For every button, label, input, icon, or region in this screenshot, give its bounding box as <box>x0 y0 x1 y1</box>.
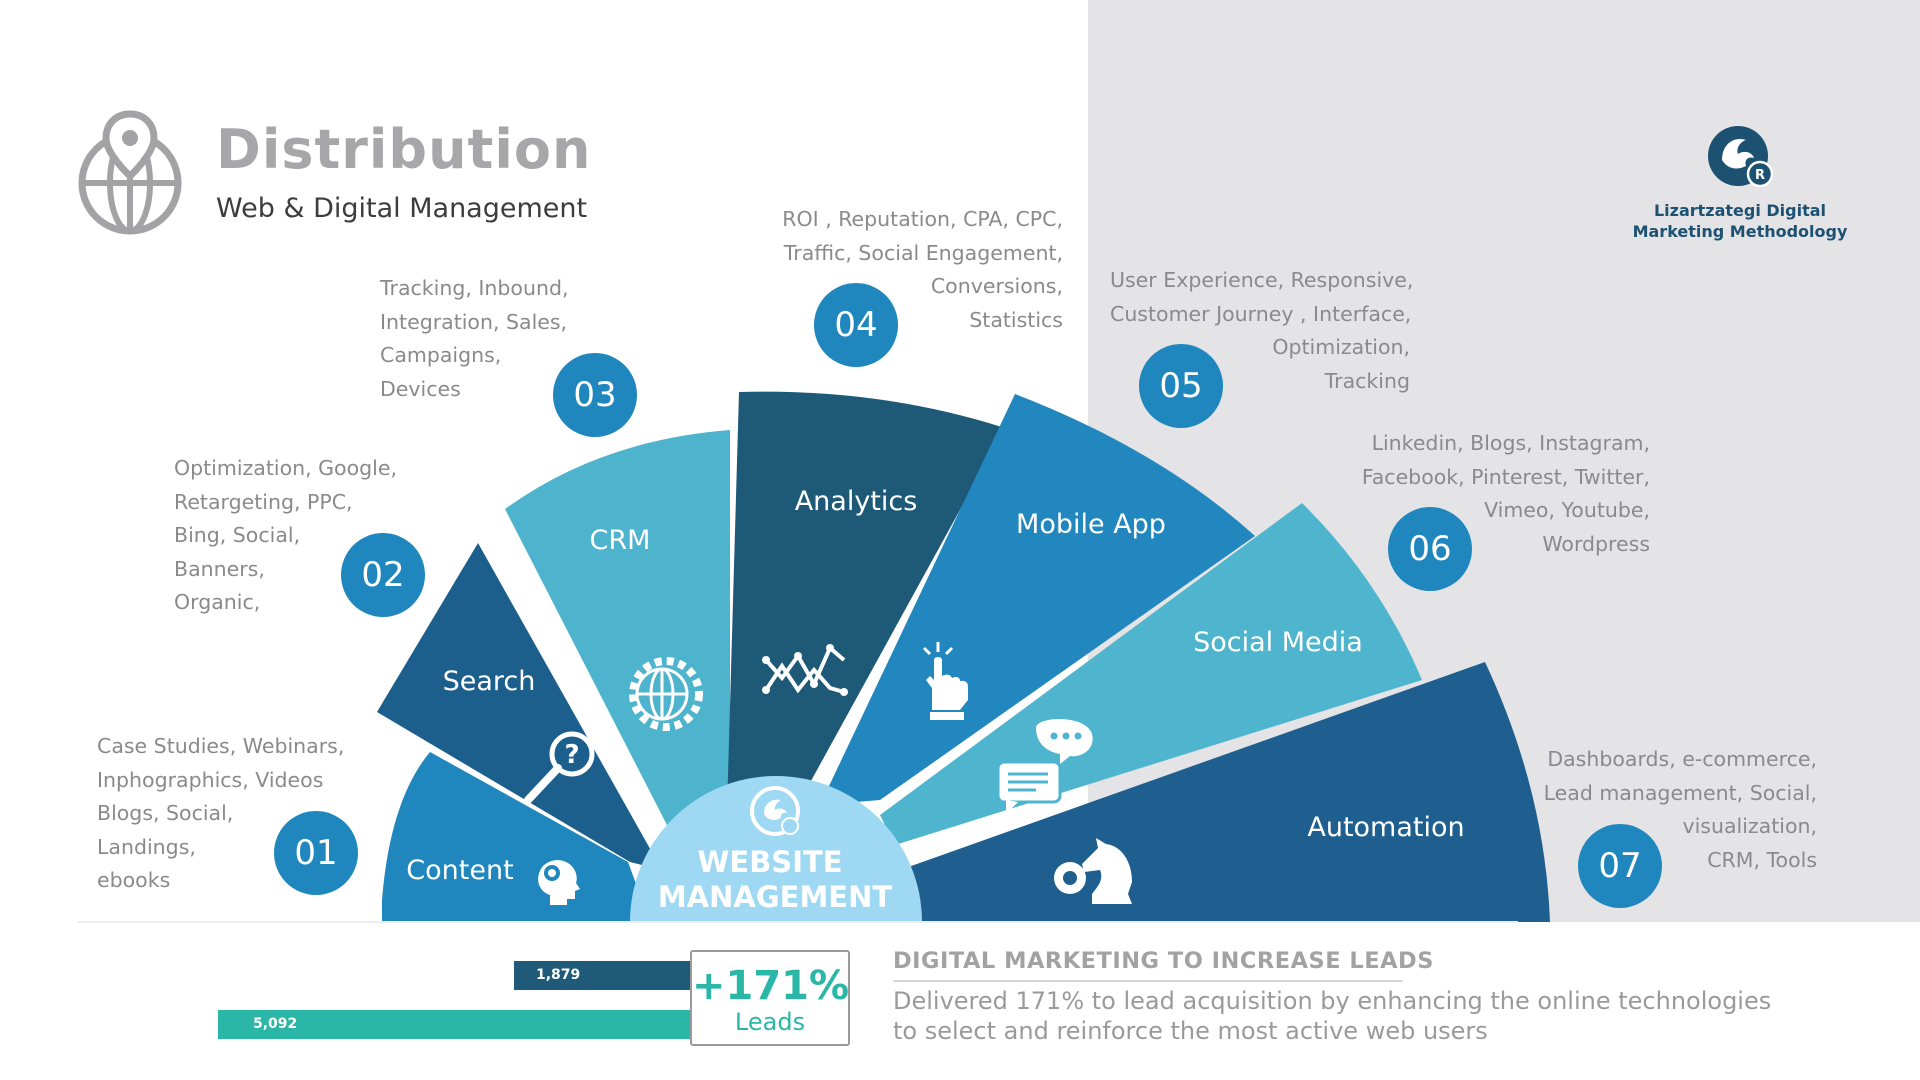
description-automation: Dashboards, e-commerce, Lead management,… <box>1543 747 1817 872</box>
segment-label-automation: Automation <box>1307 812 1464 843</box>
segment-analytics <box>727 391 1005 810</box>
svg-text:R: R <box>1755 168 1765 183</box>
footer-text-line2: to select and reinforce the most active … <box>893 1017 1488 1045</box>
step-number-06: 06 <box>1388 507 1472 591</box>
segment-label-crm: CRM <box>590 525 651 556</box>
footer-text-line1: Delivered 171% to lead acquisition by en… <box>893 987 1772 1015</box>
brand-name-line2: Marketing Methodology <box>1632 222 1848 241</box>
leads-before-bar: 1,879 <box>514 961 690 990</box>
segment-label-content: Content <box>406 855 513 886</box>
divider-line <box>78 921 1518 923</box>
segment-label-mobile-app: Mobile App <box>1016 509 1166 540</box>
globe-gear-icon <box>629 657 703 731</box>
hub-label-line1: WEBSITE <box>697 845 842 879</box>
step-number-07: 07 <box>1578 824 1662 908</box>
segment-mobile-app <box>820 394 1255 805</box>
step-number-02: 02 <box>341 533 425 617</box>
magnifier-question-icon: ? <box>524 731 595 804</box>
chat-bubbles-icon <box>996 718 1093 814</box>
brand-block: R Lizartzategi Digital Marketing Methodo… <box>1630 120 1850 242</box>
segment-label-social-media: Social Media <box>1193 627 1363 658</box>
step-number-05: 05 <box>1139 344 1223 428</box>
footer-title: DIGITAL MARKETING TO INCREASE LEADS <box>893 948 1434 974</box>
segment-label-search: Search <box>443 666 536 697</box>
description-search: Optimization, Google, Retargeting, PPC, … <box>174 456 397 614</box>
page-subtitle: Web & Digital Management <box>216 193 588 224</box>
footer-rule <box>893 980 1403 982</box>
segment-automation <box>900 662 1550 922</box>
hub-label-line2: MANAGEMENT <box>658 880 893 914</box>
center-hub <box>630 776 922 922</box>
segment-content <box>382 752 650 922</box>
tap-hand-icon <box>922 642 968 720</box>
chess-knight-gear-icon <box>1054 838 1132 904</box>
leads-after-bar: 5,092 <box>218 1010 690 1039</box>
brand-logo-icon: R <box>1708 126 1774 188</box>
head-gears-icon <box>538 860 580 905</box>
globe-pin-icon <box>78 110 182 235</box>
leads-percent: +171% <box>692 963 850 1009</box>
segment-social-media <box>880 503 1422 845</box>
brand-name-line1: Lizartzategi Digital <box>1653 201 1827 220</box>
svg-text:?: ? <box>564 740 579 770</box>
segment-crm <box>505 430 730 870</box>
description-analytics: ROI , Reputation, CPA, CPC, Traffic, Soc… <box>782 207 1063 332</box>
step-number-01: 01 <box>274 811 358 895</box>
step-number-04: 04 <box>814 283 898 367</box>
description-social-media: Linkedin, Blogs, Instagram, Facebook, Pi… <box>1361 431 1650 556</box>
description-crm: Tracking, Inbound, Integration, Sales, C… <box>380 276 569 401</box>
leads-label: Leads <box>734 1008 806 1036</box>
segment-search <box>377 543 662 870</box>
description-mobile-app: User Experience, Responsive, Customer Jo… <box>1110 268 1414 393</box>
segment-label-analytics: Analytics <box>795 486 918 517</box>
page-title: Distribution <box>216 118 592 181</box>
leads-increase-box: +171% Leads <box>690 950 850 1046</box>
trend-lines-icon <box>762 644 848 696</box>
description-content: Case Studies, Webinars, Inphographics, V… <box>97 734 345 892</box>
hub-logo-icon <box>750 786 800 836</box>
footer-text: Delivered 171% to lead acquisition by en… <box>893 986 1771 1046</box>
step-number-03: 03 <box>553 353 637 437</box>
